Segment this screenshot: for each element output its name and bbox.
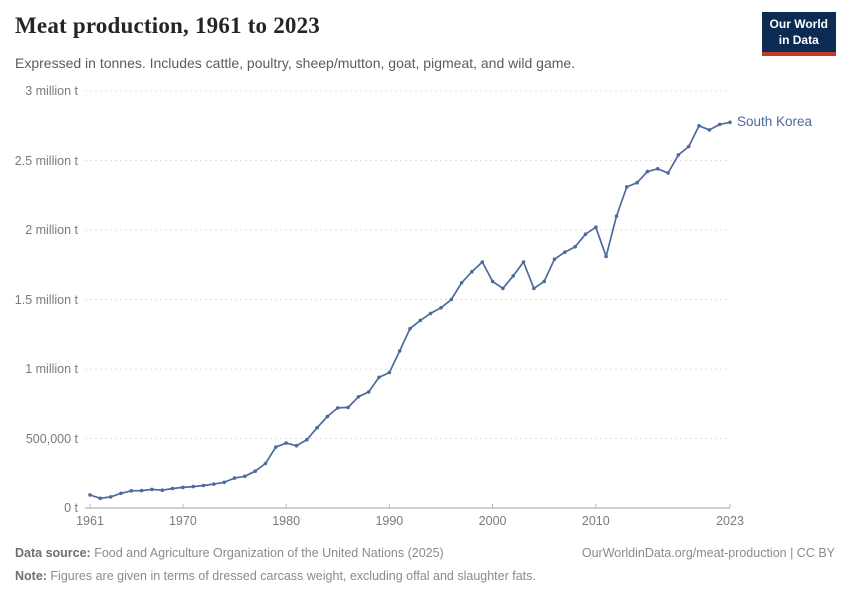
- data-point[interactable]: [490, 279, 495, 284]
- data-point[interactable]: [459, 281, 464, 285]
- data-point[interactable]: [160, 488, 165, 493]
- data-point[interactable]: [366, 390, 371, 394]
- owid-logo-line1: Our World: [769, 17, 828, 31]
- data-point[interactable]: [201, 483, 206, 488]
- x-axis-label: 2010: [581, 514, 610, 528]
- note-text: Figures are given in terms of dressed ca…: [46, 569, 536, 583]
- chart-subtitle: Expressed in tonnes. Includes cattle, po…: [15, 55, 576, 71]
- data-point[interactable]: [253, 469, 257, 474]
- data-point[interactable]: [728, 120, 732, 125]
- data-point[interactable]: [284, 441, 288, 445]
- data-point[interactable]: [243, 474, 247, 479]
- y-axis-label: 2.5 million t: [14, 153, 78, 168]
- data-point[interactable]: [563, 250, 567, 254]
- y-axis-label: 500,000 t: [25, 431, 78, 446]
- data-point[interactable]: [635, 180, 639, 185]
- x-axis-label: 1990: [375, 514, 404, 528]
- note-label: Note:: [15, 569, 47, 583]
- data-point[interactable]: [356, 395, 361, 399]
- data-point[interactable]: [573, 244, 577, 249]
- data-point[interactable]: [212, 482, 216, 486]
- data-point[interactable]: [583, 232, 588, 236]
- data-point[interactable]: [470, 269, 474, 274]
- data-point[interactable]: [387, 370, 392, 375]
- data-point[interactable]: [408, 326, 412, 331]
- entity-label[interactable]: South Korea: [737, 114, 813, 130]
- y-axis-label: 2 million t: [25, 223, 78, 237]
- data-point[interactable]: [717, 122, 722, 127]
- data-point[interactable]: [139, 488, 144, 493]
- data-point[interactable]: [625, 185, 629, 189]
- data-point[interactable]: [150, 487, 154, 492]
- x-axis-label: 1980: [272, 514, 301, 528]
- data-point[interactable]: [707, 128, 712, 132]
- data-point[interactable]: [129, 489, 134, 493]
- y-axis-label: 1 million t: [25, 362, 78, 376]
- x-axis-label: 2023: [716, 514, 744, 528]
- data-point[interactable]: [521, 260, 526, 264]
- y-axis-label: 0 t: [64, 501, 78, 515]
- y-axis-label: 1.5 million t: [14, 292, 78, 307]
- data-point[interactable]: [119, 491, 123, 496]
- data-source: Data source: Food and Agriculture Organi…: [15, 546, 444, 560]
- data-point[interactable]: [397, 349, 402, 353]
- x-axis-label: 2000: [478, 514, 507, 528]
- data-point[interactable]: [232, 476, 237, 480]
- data-point[interactable]: [263, 461, 268, 466]
- data-point[interactable]: [552, 257, 557, 262]
- data-point[interactable]: [418, 318, 423, 323]
- data-point[interactable]: [501, 286, 505, 291]
- data-point[interactable]: [542, 279, 546, 284]
- data-point[interactable]: [645, 169, 650, 174]
- footer-note-row: Note: Figures are given in terms of dres…: [15, 569, 835, 583]
- data-point[interactable]: [181, 485, 185, 490]
- owid-logo[interactable]: Our World in Data: [761, 12, 836, 57]
- data-point[interactable]: [439, 306, 443, 310]
- data-source-text: Food and Agriculture Organization of the…: [90, 546, 444, 560]
- data-point[interactable]: [480, 260, 485, 264]
- data-point[interactable]: [315, 425, 319, 430]
- x-axis-label: 1970: [168, 514, 197, 528]
- data-point[interactable]: [191, 484, 195, 489]
- data-point[interactable]: [676, 153, 681, 157]
- data-point[interactable]: [88, 493, 92, 497]
- y-axis-label: 3 million t: [25, 84, 78, 98]
- data-point[interactable]: [222, 480, 226, 485]
- data-point[interactable]: [686, 144, 691, 149]
- data-point[interactable]: [666, 171, 670, 175]
- data-point[interactable]: [614, 214, 619, 218]
- data-point[interactable]: [511, 274, 515, 278]
- data-point[interactable]: [594, 225, 598, 229]
- data-point[interactable]: [428, 311, 433, 316]
- data-point[interactable]: [335, 406, 340, 410]
- data-point[interactable]: [108, 495, 113, 499]
- data-point[interactable]: [697, 124, 701, 128]
- data-point[interactable]: [377, 375, 381, 380]
- data-point[interactable]: [604, 254, 608, 259]
- data-point[interactable]: [655, 167, 660, 171]
- data-source-label: Data source:: [15, 546, 91, 560]
- data-point[interactable]: [532, 286, 536, 291]
- data-point[interactable]: [325, 414, 330, 419]
- x-axis-label: 1961: [76, 514, 104, 528]
- series-line[interactable]: [89, 121, 731, 500]
- chart-title: Meat production, 1961 to 2023: [15, 13, 321, 38]
- data-point[interactable]: [449, 297, 454, 302]
- footer-source-row: Data source: Food and Agriculture Organi…: [15, 546, 835, 560]
- owid-logo-line2: in Data: [778, 32, 819, 47]
- data-point[interactable]: [346, 405, 350, 410]
- data-point[interactable]: [274, 445, 278, 449]
- data-point[interactable]: [98, 496, 103, 501]
- data-point[interactable]: [170, 486, 175, 491]
- citation-link[interactable]: OurWorldinData.org/meat-production | CC …: [581, 546, 835, 560]
- note: Note: Figures are given in terms of dres…: [15, 569, 536, 583]
- data-point[interactable]: [305, 438, 309, 442]
- data-point[interactable]: [294, 443, 299, 448]
